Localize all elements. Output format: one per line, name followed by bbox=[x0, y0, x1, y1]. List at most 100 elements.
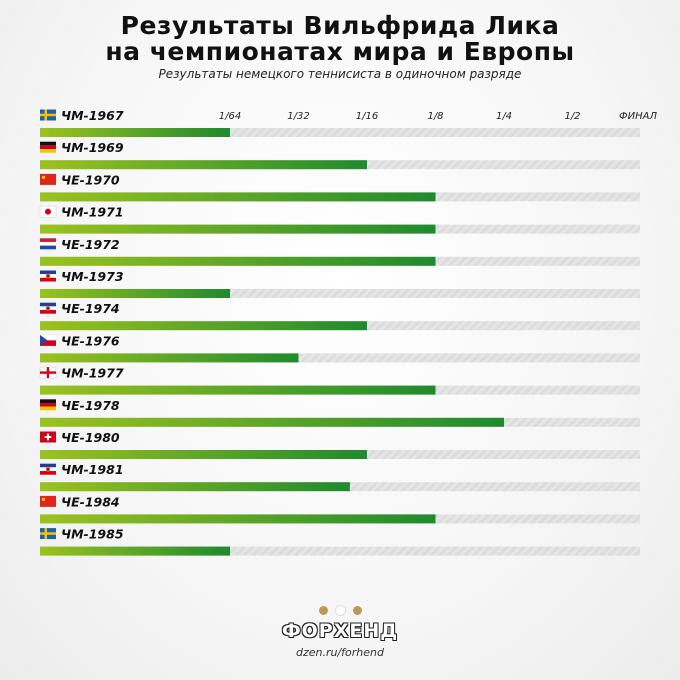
site-link[interactable]: dzen.ru/forhend bbox=[295, 646, 384, 659]
result-row: ЧМ-1981 bbox=[40, 462, 640, 492]
tournament-label: ЧМ-1971 bbox=[61, 205, 124, 220]
gold-dot-icon bbox=[318, 606, 328, 615]
result-bar bbox=[40, 289, 230, 298]
flag-stripe bbox=[40, 399, 56, 403]
bar-track bbox=[40, 128, 640, 137]
chart-title-line2: на чемпионатах мира и Европы bbox=[105, 37, 575, 66]
stage-tick-label: ФИНАЛ bbox=[619, 111, 657, 122]
england-flag-icon bbox=[39, 366, 57, 379]
flag-stripe bbox=[40, 463, 56, 468]
flag-cross bbox=[44, 436, 52, 438]
flag-bg bbox=[40, 173, 56, 185]
decorative-dots bbox=[0, 600, 680, 619]
result-row: ЧЕ-1984 bbox=[40, 494, 640, 524]
tournament-label: ЧМ-1985 bbox=[61, 527, 124, 542]
result-bar bbox=[40, 514, 436, 524]
stage-tick-label: 1/32 bbox=[287, 111, 309, 122]
flag-star bbox=[45, 466, 51, 472]
flag-star bbox=[41, 497, 46, 501]
japan-flag-icon bbox=[39, 205, 57, 218]
flag-stripe bbox=[40, 310, 56, 314]
result-bar bbox=[40, 450, 367, 459]
bar-track bbox=[40, 289, 640, 298]
result-bar bbox=[40, 192, 436, 202]
flag-stripe bbox=[40, 402, 56, 407]
czechoslovakia-flag-icon bbox=[39, 334, 57, 346]
stage-tick-label: 1/2 bbox=[564, 111, 580, 122]
tournament-label: ЧЕ-1976 bbox=[61, 333, 120, 348]
flag-star bbox=[41, 175, 46, 179]
result-row: ЧЕ-1978 bbox=[40, 398, 640, 427]
flag-cross bbox=[40, 532, 56, 535]
result-row: ЧЕ-1976 bbox=[39, 333, 640, 363]
yugoslavia-flag-icon bbox=[40, 270, 56, 282]
china-flag-icon bbox=[40, 495, 56, 507]
tournament-label: ЧЕ-1984 bbox=[61, 494, 120, 509]
result-row: ЧМ-1971 bbox=[39, 205, 640, 234]
result-row: ЧМ-1967 bbox=[40, 108, 640, 137]
result-bar bbox=[40, 546, 230, 556]
results-chart: 1/64 1/32 1/16 1/8 1/4 1/2 ФИНАЛ ЧМ-1967ЧМ-196… bbox=[39, 108, 658, 556]
flag-stripe bbox=[40, 340, 56, 346]
result-bar bbox=[40, 417, 504, 427]
bar-track bbox=[40, 353, 640, 363]
bar-track bbox=[40, 546, 640, 556]
yugoslavia-flag-icon bbox=[40, 302, 56, 314]
flag-stripe bbox=[40, 241, 56, 246]
stage-ticks: 1/64 1/32 1/16 1/8 1/4 1/2 ФИНАЛ bbox=[219, 111, 658, 122]
result-row: ЧМ-1985 bbox=[40, 527, 640, 556]
flag-stripe bbox=[40, 277, 56, 282]
china-flag-icon bbox=[40, 173, 56, 185]
result-row: ЧМ-1973 bbox=[40, 269, 640, 298]
germany-flag-icon bbox=[40, 399, 56, 411]
result-row: ЧМ-1977 bbox=[39, 366, 640, 395]
flag-triangle bbox=[40, 334, 48, 346]
result-bar bbox=[40, 224, 436, 234]
tournament-label: ЧЕ-1978 bbox=[61, 398, 120, 413]
flag-stripe bbox=[40, 471, 56, 475]
chart-subtitle: Результаты немецкого теннисиста в одиноч… bbox=[158, 67, 522, 81]
result-row: ЧЕ-1980 bbox=[40, 430, 640, 459]
germany-flag-icon bbox=[40, 141, 56, 153]
switzerland-flag-icon bbox=[40, 431, 56, 443]
flag-stripe bbox=[40, 245, 56, 250]
result-bar bbox=[40, 321, 367, 331]
flag-stripe bbox=[40, 145, 56, 150]
brand-logo: ФОРХЕНД bbox=[281, 620, 399, 642]
result-bar bbox=[40, 160, 367, 170]
result-bar bbox=[40, 482, 350, 492]
result-row: ЧЕ-1972 bbox=[40, 237, 640, 266]
result-row: ЧМ-1969 bbox=[40, 140, 640, 170]
flag-cross bbox=[40, 371, 56, 374]
gold-dot-icon bbox=[352, 606, 362, 615]
flag-star bbox=[45, 273, 51, 279]
tournament-label: ЧЕ-1974 bbox=[61, 301, 120, 316]
tournament-label: ЧМ-1973 bbox=[61, 269, 124, 284]
stage-tick-label: 1/8 bbox=[427, 111, 443, 122]
flag-disc bbox=[45, 208, 51, 215]
flag-bg bbox=[40, 495, 56, 507]
chart-title-line1: Результаты Вильфрида Лика bbox=[120, 11, 560, 40]
result-row: ЧЕ-1970 bbox=[40, 172, 640, 202]
tournament-label: ЧМ-1967 bbox=[61, 108, 124, 123]
flag-cross bbox=[40, 113, 56, 117]
yugoslavia-flag-icon bbox=[40, 463, 56, 475]
result-bar bbox=[40, 128, 230, 137]
white-dot-icon bbox=[335, 606, 345, 615]
tournament-label: ЧЕ-1980 bbox=[61, 430, 120, 445]
flag-stripe bbox=[40, 270, 56, 275]
netherlands-flag-icon bbox=[40, 238, 56, 250]
flag-stripe bbox=[40, 141, 56, 146]
result-rows: ЧМ-1967 ЧМ-1969 ЧЕ-1970 ЧМ-1971 ЧЕ-1972 ЧМ-19… bbox=[39, 108, 640, 556]
tournament-label: ЧЕ-1972 bbox=[61, 237, 120, 252]
sweden-flag-icon bbox=[40, 109, 56, 121]
sweden-flag-icon bbox=[40, 528, 56, 540]
result-bar bbox=[40, 385, 436, 395]
result-bar bbox=[40, 256, 436, 266]
flag-star bbox=[45, 305, 51, 311]
result-row: ЧЕ-1974 bbox=[40, 301, 640, 331]
flag-stripe bbox=[40, 302, 56, 307]
result-bar bbox=[40, 353, 299, 363]
tournament-label: ЧМ-1981 bbox=[61, 462, 124, 477]
tournament-label: ЧЕ-1970 bbox=[61, 172, 120, 187]
